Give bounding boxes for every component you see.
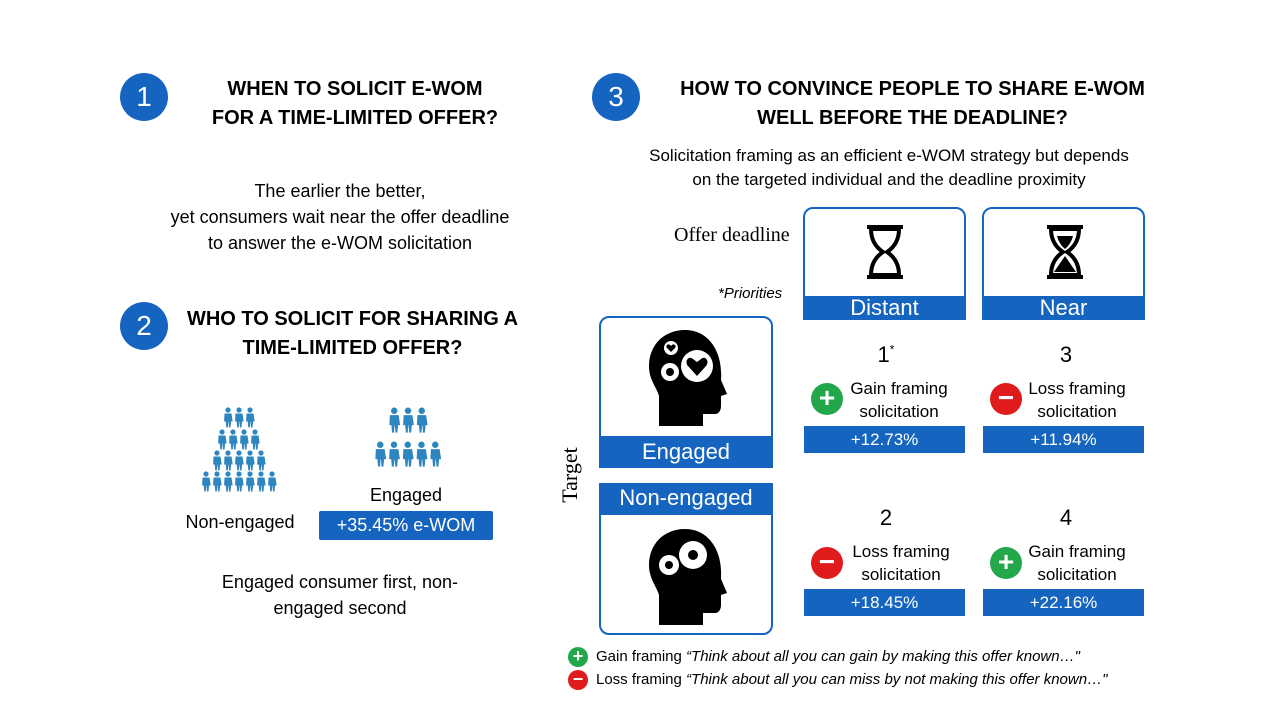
section-number-badge: 3: [592, 73, 640, 121]
section2-conclusion-line1: Engaged consumer first, non-: [221, 572, 459, 592]
section1-title-line1: WHEN TO SOLICIT E-WOM: [227, 78, 483, 100]
section2-conclusion: Engaged consumer first, non- engaged sec…: [170, 569, 510, 621]
hourglass-empty-icon: [867, 225, 903, 279]
framing-text: Loss framing solicitation: [1017, 377, 1137, 423]
framing-text-line1: Gain framing: [850, 379, 948, 398]
target-non-engaged-card: Non-engaged: [599, 483, 773, 635]
legend-gain-quote: “Think about all you can gain by making …: [686, 648, 1080, 665]
framing-text-line2: solicitation: [861, 565, 941, 584]
section3-title-line2: WELL BEFORE THE DEADLINE?: [757, 107, 1068, 129]
hourglass-full-icon: [1047, 225, 1083, 279]
target-non-engaged-label: Non-engaged: [599, 483, 773, 515]
legend-loss-label: Loss framing: [596, 671, 682, 688]
section-number-badge: 1: [120, 73, 168, 121]
section1-text-line3: to answer the e-WOM solicitation: [207, 233, 473, 253]
target-engaged-card: Engaged: [599, 316, 773, 468]
section1-text: The earlier the better, yet consumers wa…: [130, 178, 550, 256]
non-engaged-crowd-icon: [202, 407, 277, 492]
deadline-near-label: Near: [982, 296, 1145, 320]
section2-title-line1: WHO TO SOLICIT FOR SHARING A: [186, 308, 519, 330]
framing-text: Gain framing solicitation: [839, 377, 959, 423]
section3-title: HOW TO CONVINCE PEOPLE TO SHARE E-WOM WE…: [660, 75, 1165, 133]
framing-text: Loss framing solicitation: [841, 540, 961, 586]
framing-text-line1: Loss framing: [1028, 379, 1126, 398]
plus-icon: +: [811, 383, 843, 415]
engaged-label: Engaged: [369, 485, 443, 505]
plus-icon: +: [990, 547, 1022, 579]
priority-number: 1*: [877, 342, 895, 367]
ewom-increase-value: +12.73%: [804, 426, 965, 453]
section3-subtitle-line2: on the targeted individual and the deadl…: [692, 170, 1086, 189]
plus-icon: +: [568, 647, 588, 667]
priority-number: 4: [1059, 505, 1073, 530]
priorities-note: *Priorities: [718, 285, 783, 302]
section3-subtitle-line1: Solicitation framing as an efficient e-W…: [649, 146, 1129, 165]
non-engaged-label: Non-engaged: [185, 512, 295, 532]
framing-text-line2: solicitation: [1037, 565, 1117, 584]
minus-icon: −: [811, 547, 843, 579]
engaged-ewom-badge: +35.45% e-WOM: [319, 511, 493, 540]
engaged-head-heart-gears-icon: [649, 330, 727, 426]
framing-text-line1: Gain framing: [1028, 542, 1126, 561]
ewom-increase-value: +11.94%: [983, 426, 1144, 453]
ewom-increase-value: +18.45%: [804, 589, 965, 616]
framing-text-line1: Loss framing: [852, 542, 950, 561]
section2-title: WHO TO SOLICIT FOR SHARING A TIME-LIMITE…: [175, 305, 530, 363]
legend-loss: Loss framing “Think about all you can mi…: [596, 671, 1107, 688]
framing-text-line2: solicitation: [1037, 402, 1117, 421]
minus-icon: −: [568, 670, 588, 690]
target-engaged-label: Engaged: [599, 436, 773, 468]
section1-title: WHEN TO SOLICIT E-WOM FOR A TIME-LIMITED…: [180, 75, 530, 133]
section1-title-line2: FOR A TIME-LIMITED OFFER?: [211, 107, 499, 129]
target-axis-label: Target: [557, 447, 582, 503]
deadline-near-card: Near: [982, 207, 1145, 320]
priority-number: 3: [1059, 342, 1073, 367]
framing-text: Gain framing solicitation: [1017, 540, 1137, 586]
deadline-distant-label: Distant: [803, 296, 966, 320]
ewom-increase-value: +22.16%: [983, 589, 1144, 616]
non-engaged-head-gears-icon: [649, 529, 727, 625]
section2-conclusion-line2: engaged second: [273, 598, 407, 618]
section3-subtitle: Solicitation framing as an efficient e-W…: [600, 144, 1178, 192]
minus-icon: −: [990, 383, 1022, 415]
section2-title-line2: TIME-LIMITED OFFER?: [242, 337, 463, 359]
engaged-crowd-icon: [375, 407, 442, 467]
section1-text-line2: yet consumers wait near the offer deadli…: [170, 207, 510, 227]
section-number-badge: 2: [120, 302, 168, 350]
priority-number: 2: [879, 505, 893, 530]
deadline-distant-card: Distant: [803, 207, 966, 320]
legend-gain-label: Gain framing: [596, 648, 682, 665]
framing-text-line2: solicitation: [859, 402, 939, 421]
offer-deadline-label: Offer deadline: [674, 224, 790, 246]
legend-loss-quote: “Think about all you can miss by not mak…: [686, 671, 1108, 688]
section3-title-line1: HOW TO CONVINCE PEOPLE TO SHARE E-WOM: [680, 78, 1145, 100]
section1-text-line1: The earlier the better,: [254, 181, 426, 201]
legend-gain: Gain framing “Think about all you can ga…: [596, 648, 1080, 665]
